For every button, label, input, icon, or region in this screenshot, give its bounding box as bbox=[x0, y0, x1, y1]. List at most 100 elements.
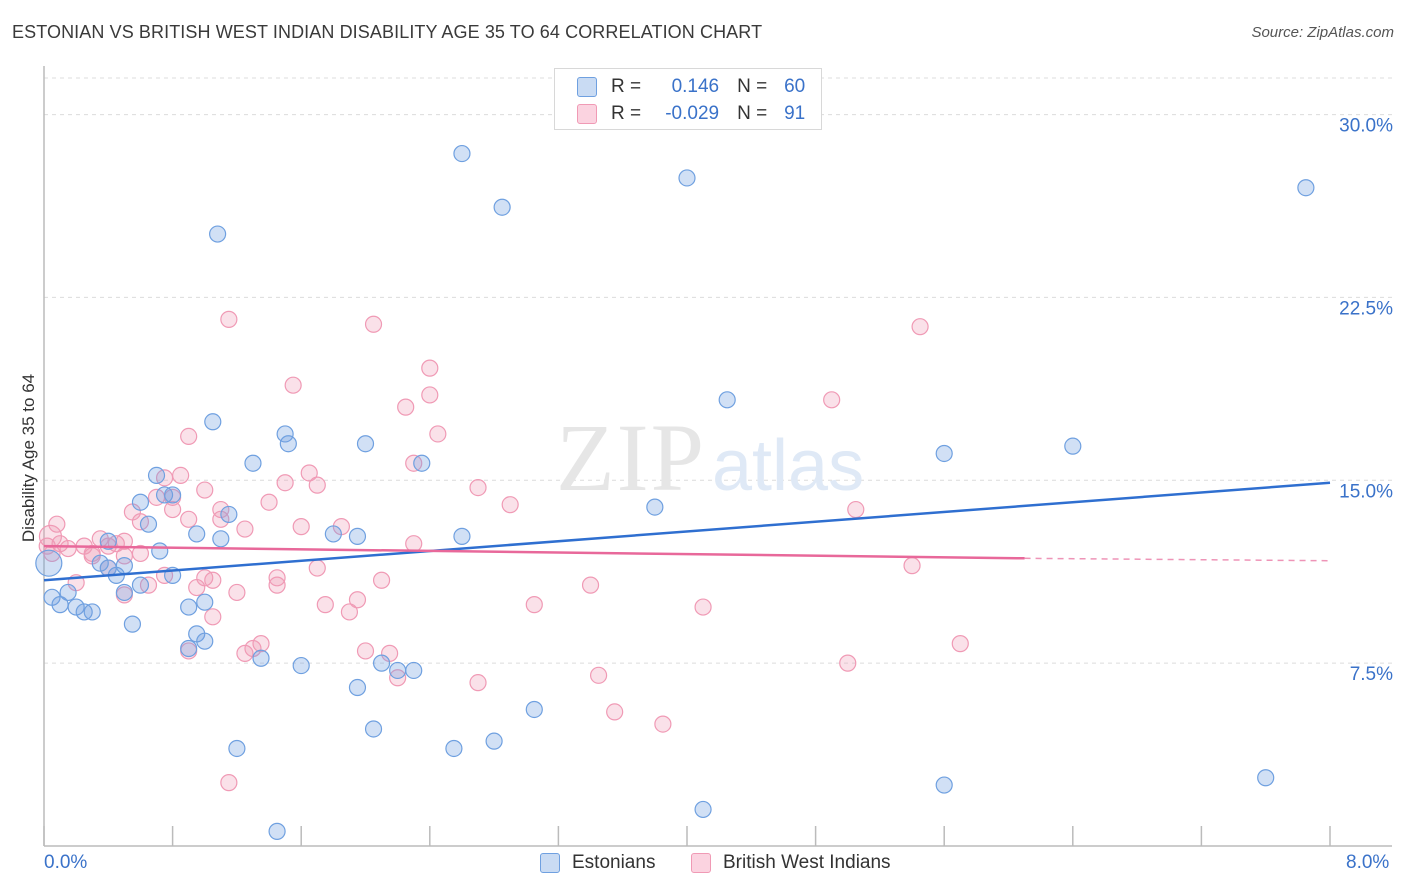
estonian-point bbox=[131, 493, 150, 511]
british-west-indian-point bbox=[606, 703, 624, 721]
estonian-point bbox=[694, 800, 712, 819]
british-west-indian-point bbox=[252, 635, 270, 653]
british-west-indian-point bbox=[525, 596, 543, 614]
british-west-indian-point bbox=[260, 493, 278, 511]
estonians-swatch bbox=[577, 77, 597, 97]
estonian-point bbox=[180, 639, 198, 658]
estonian-point bbox=[115, 583, 133, 602]
british-west-indian-point bbox=[429, 425, 447, 443]
estonian-point bbox=[147, 466, 166, 485]
estonian-point bbox=[405, 661, 423, 680]
british-west-indian-point bbox=[300, 464, 318, 482]
watermark-atlas: atlas bbox=[712, 426, 864, 506]
british-west-indian-point bbox=[164, 500, 182, 519]
x-tick-label-min: 0.0% bbox=[44, 852, 88, 873]
estonian-point bbox=[268, 822, 286, 840]
estonian-point bbox=[413, 454, 431, 472]
british-west-indian-point bbox=[469, 479, 487, 497]
british-west-indian-trend-line bbox=[43, 544, 1025, 560]
legend-item-british-west-indians[interactable]: British West Indians bbox=[691, 852, 891, 874]
legend-label-estonians: Estonians bbox=[572, 852, 656, 873]
estonian-point bbox=[151, 542, 169, 560]
british-west-indian-point bbox=[421, 359, 439, 377]
british-west-indian-point bbox=[581, 576, 600, 594]
british-west-indian-point bbox=[356, 642, 375, 660]
british-west-indian-point bbox=[501, 496, 519, 514]
estonian-point bbox=[279, 435, 297, 453]
n-value: 60 bbox=[784, 76, 806, 97]
british-west-indian-point bbox=[220, 774, 238, 792]
british-west-indian-point bbox=[308, 476, 326, 494]
british-west-indian-point bbox=[212, 500, 230, 519]
estonian-point bbox=[139, 515, 158, 533]
y-axis-label: Disability Age 35 to 64 bbox=[19, 373, 38, 543]
estonians-legend-swatch bbox=[540, 853, 560, 873]
chart-title: ESTONIAN VS BRITISH WEST INDIAN DISABILI… bbox=[12, 22, 763, 42]
estonian-point bbox=[485, 732, 503, 750]
british-west-indian-point bbox=[236, 644, 254, 662]
british-west-indian-point bbox=[694, 598, 712, 616]
british-west-indian-trend-extension bbox=[1024, 557, 1331, 562]
british-west-indian-point bbox=[469, 674, 487, 692]
british-west-indian-point bbox=[911, 318, 929, 336]
british-west-indian-point bbox=[276, 474, 294, 492]
x-tick-label-max: 8.0% bbox=[1346, 852, 1390, 873]
british-west-indian-point bbox=[654, 715, 672, 733]
r-value: 0.146 bbox=[671, 76, 720, 97]
british-west-indian-point bbox=[196, 481, 214, 499]
estonian-point bbox=[67, 598, 85, 616]
estonian-point bbox=[935, 444, 953, 463]
estonian-point bbox=[453, 144, 471, 163]
british-west-indian-point bbox=[172, 466, 190, 485]
british-west-indian-point bbox=[268, 576, 286, 594]
estonian-point bbox=[220, 505, 238, 524]
estonian-point bbox=[1064, 437, 1082, 455]
british-west-indian-point bbox=[180, 427, 198, 445]
estonian-point bbox=[525, 700, 543, 719]
estonian-point bbox=[493, 198, 511, 216]
watermark-zip: ZIP bbox=[556, 404, 706, 511]
estonian-point bbox=[453, 527, 471, 545]
british-west-indian-point bbox=[308, 559, 326, 577]
british-west-indian-point bbox=[847, 500, 865, 519]
estonian-point bbox=[99, 532, 117, 550]
y-tick-label: 7.5% bbox=[1350, 664, 1393, 685]
british-west-indian-point bbox=[951, 635, 969, 653]
estonian-point bbox=[348, 678, 367, 697]
british-west-indian-point bbox=[59, 539, 77, 558]
estonian-point bbox=[292, 656, 310, 675]
legend-item-estonians[interactable]: Estonians bbox=[540, 852, 655, 874]
estonian-point bbox=[115, 557, 133, 575]
british-west-indian-point bbox=[405, 535, 423, 553]
estonian-point bbox=[188, 525, 206, 543]
british-west-indian-point bbox=[903, 557, 921, 575]
british-west-indian-point bbox=[48, 515, 66, 533]
british-west-indian-point bbox=[340, 603, 359, 621]
estonian-point bbox=[1297, 179, 1315, 197]
british-west-indian-point bbox=[823, 391, 841, 409]
british-west-indian-point bbox=[839, 654, 857, 672]
british-west-indians-legend-swatch bbox=[691, 853, 711, 873]
estonian-point bbox=[35, 549, 63, 577]
estonian-point bbox=[131, 576, 150, 594]
british-west-indian-point bbox=[228, 583, 246, 602]
n-label: N = bbox=[737, 103, 768, 124]
stats-row-british-west-indians: R = -0.029 N = 91 bbox=[577, 101, 805, 127]
y-tick-label: 22.5% bbox=[1339, 298, 1393, 319]
british-west-indian-point bbox=[204, 571, 222, 589]
estonian-point bbox=[209, 225, 227, 243]
british-west-indian-point bbox=[348, 591, 367, 609]
estonian-point bbox=[180, 598, 198, 616]
estonian-point bbox=[196, 593, 214, 611]
series-legend: Estonians British West Indians bbox=[0, 852, 1406, 878]
british-west-indian-point bbox=[389, 669, 407, 687]
estonian-point bbox=[356, 435, 375, 453]
estonian-trend-line bbox=[43, 481, 1331, 582]
british-west-indian-point bbox=[236, 520, 254, 538]
legend-label-british-west-indians: British West Indians bbox=[723, 852, 891, 873]
estonian-point bbox=[364, 720, 383, 738]
estonian-point bbox=[252, 649, 270, 667]
estonian-point bbox=[348, 527, 367, 545]
estonian-point bbox=[935, 776, 953, 794]
